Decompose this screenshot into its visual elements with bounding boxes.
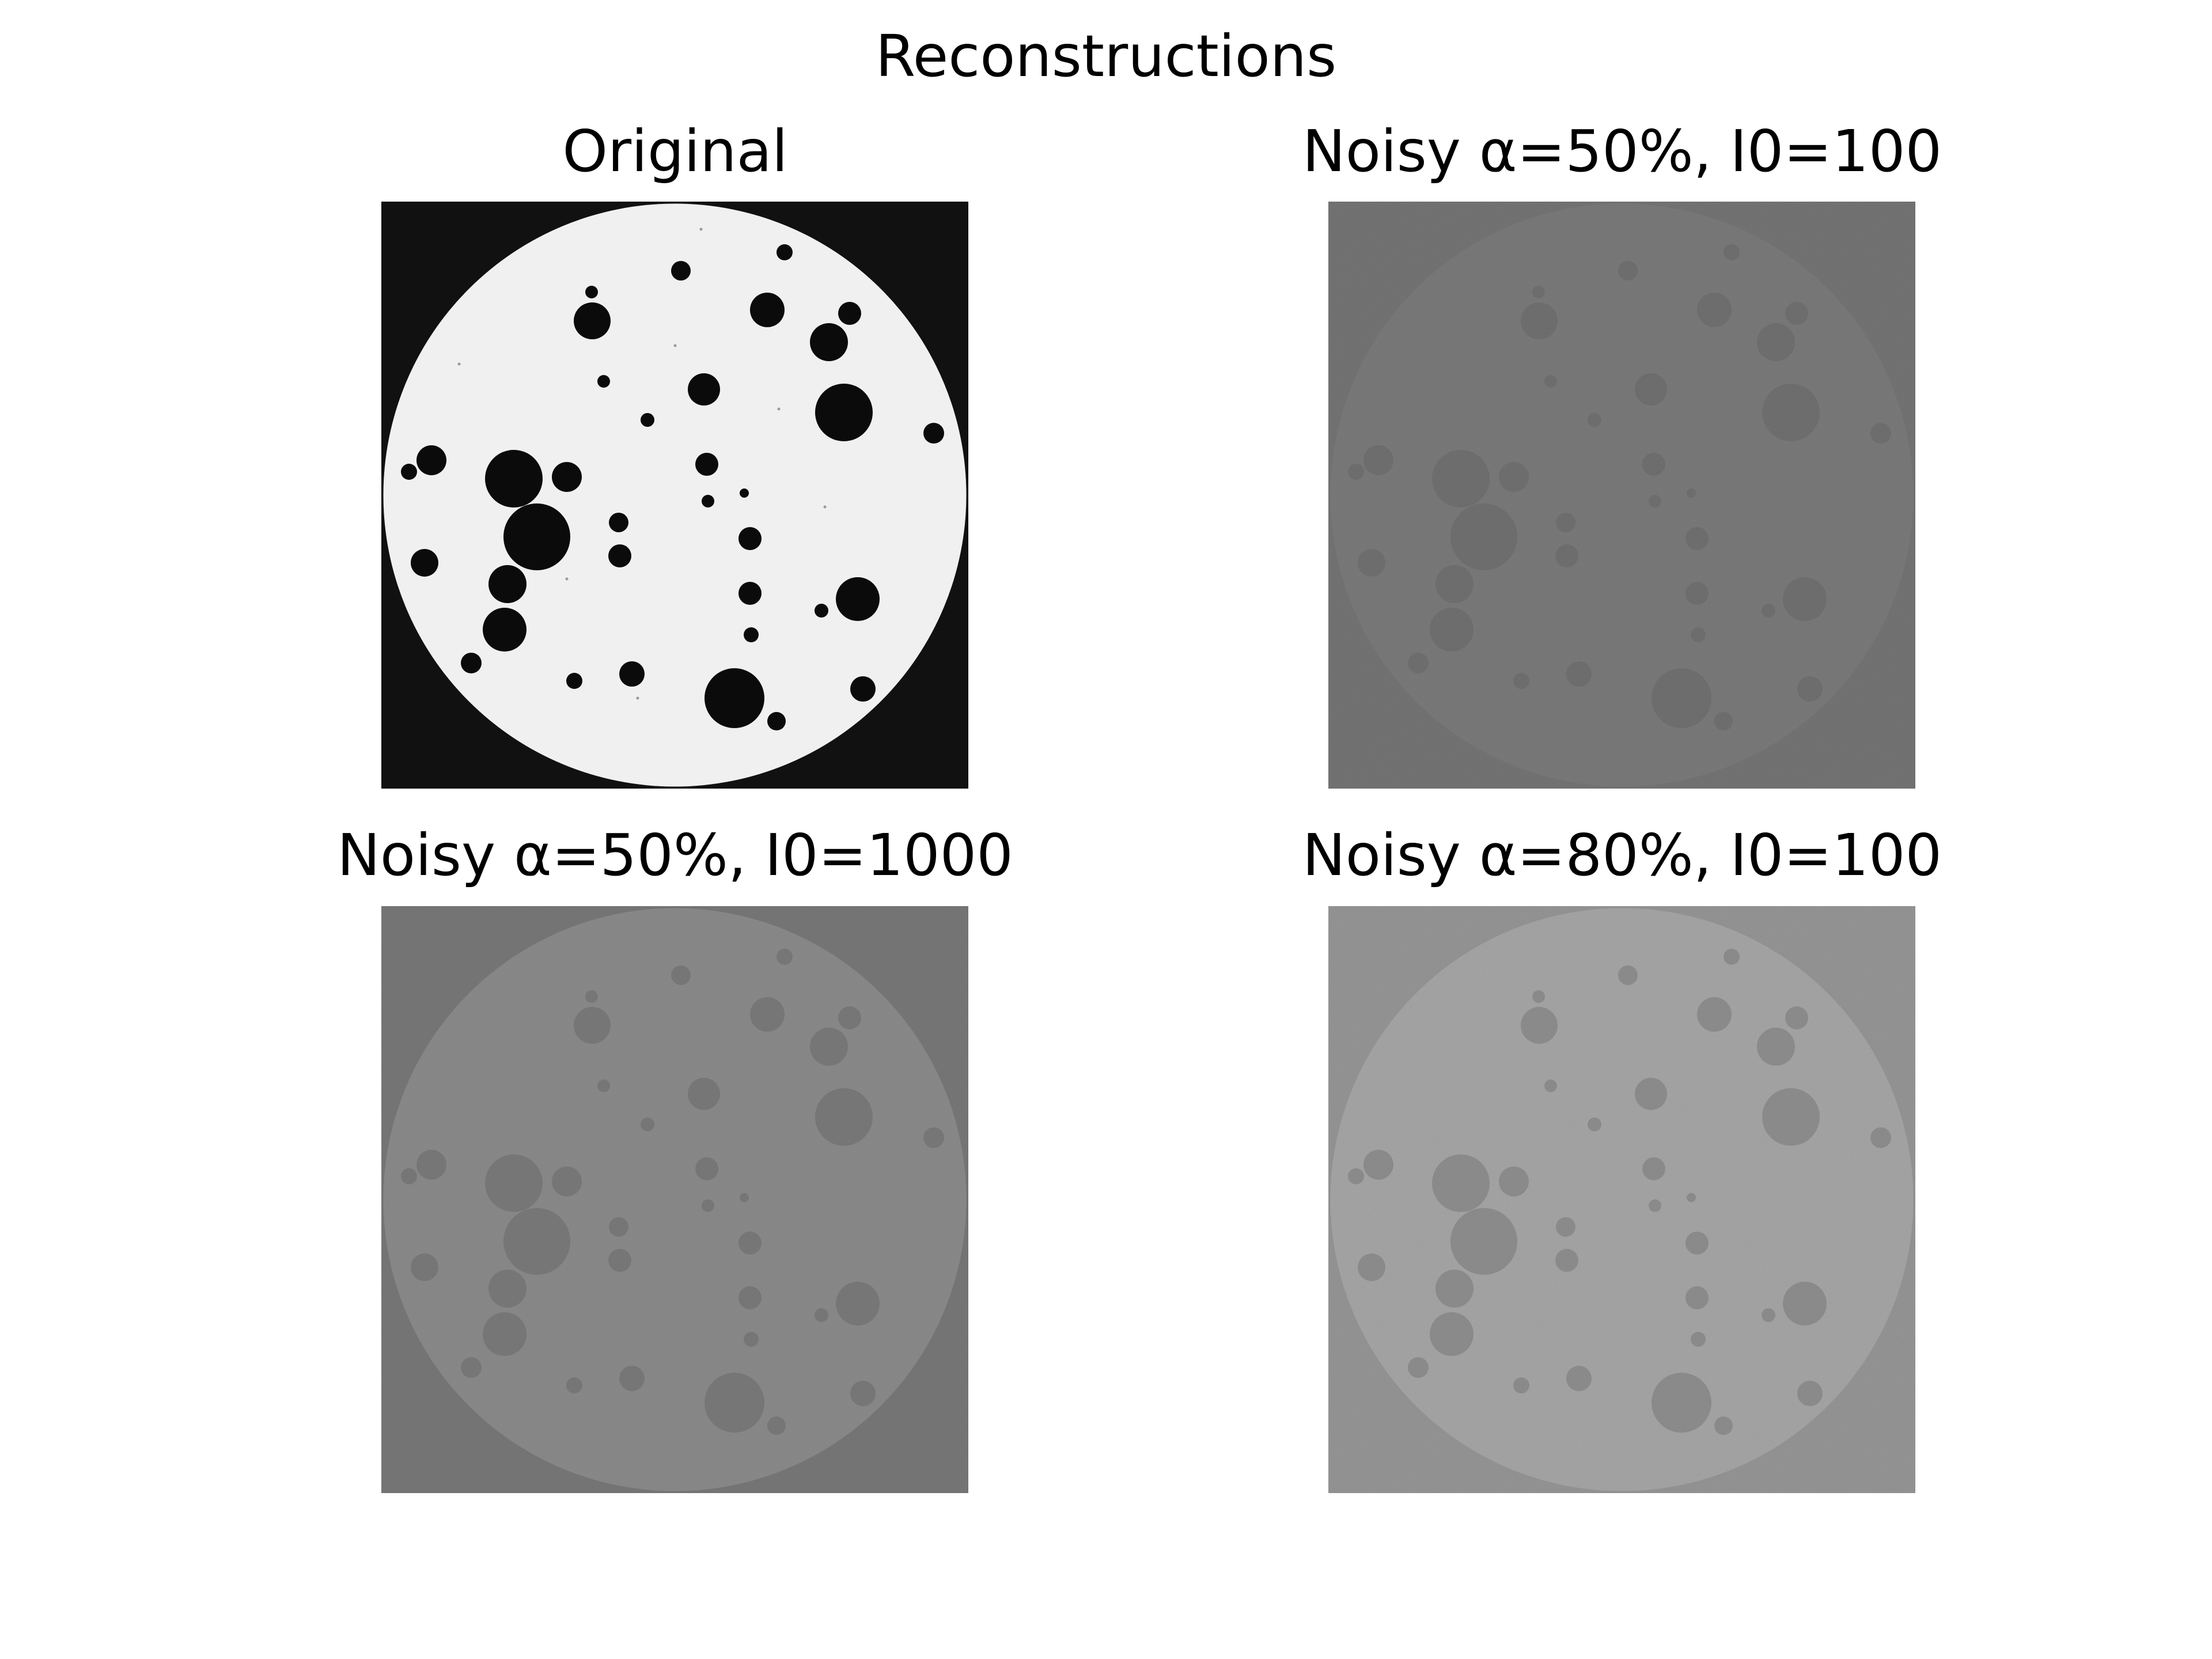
phantom-hole	[838, 302, 861, 325]
phantom-hole	[411, 549, 438, 577]
phantom-hole	[483, 608, 527, 652]
phantom-hole	[850, 676, 876, 702]
phantom-hole	[552, 462, 582, 492]
reconstruction-image-noisy-a50-i1000	[381, 906, 968, 1493]
phantom-speck	[673, 344, 677, 347]
phantom-hole	[810, 323, 848, 361]
phantom-hole	[566, 673, 582, 689]
phantom-hole	[777, 244, 793, 260]
phantom-hole	[836, 577, 880, 621]
phantom-hole	[815, 384, 873, 441]
panel-title-noisy-a50-i1000: Noisy α=50%, I0=1000	[337, 821, 1013, 889]
phantom-hole	[641, 413, 654, 427]
phantom-hole	[503, 503, 570, 570]
phantom-hole	[619, 661, 645, 687]
phantom-speck	[636, 696, 639, 700]
phantom-hole	[585, 286, 598, 298]
phantom-speck	[823, 505, 827, 509]
phantom-hole	[608, 544, 631, 567]
phantom-hole	[744, 627, 759, 642]
phantom-hole	[488, 565, 527, 603]
phantom-disc	[383, 203, 967, 787]
phantom-hole	[574, 302, 611, 339]
phantom-speck	[457, 362, 461, 366]
phantom-hole	[923, 423, 944, 444]
phantom-hole	[485, 450, 543, 507]
phantom-hole	[702, 495, 714, 507]
phantom-hole	[401, 464, 417, 480]
phantom-speck	[565, 577, 569, 581]
phantom-hole	[695, 453, 718, 476]
reconstruction-image-original	[381, 202, 968, 789]
phantom-hole	[671, 261, 691, 281]
panel-title-noisy-a50-i100: Noisy α=50%, I0=100	[1302, 118, 1942, 185]
phantom-hole	[704, 668, 764, 728]
phantom-hole	[609, 513, 628, 532]
panel-title-original: Original	[562, 118, 788, 185]
phantom-hole	[738, 582, 762, 605]
phantom-hole	[416, 445, 446, 475]
phantom-hole	[750, 293, 785, 327]
phantom-speck	[777, 407, 781, 411]
phantom-hole	[740, 488, 749, 498]
reconstruction-image-noisy-a50-i100	[1328, 202, 1915, 789]
phantom-hole	[597, 375, 610, 388]
noise-overlay	[1328, 906, 1915, 1493]
phantom-hole	[738, 527, 762, 550]
phantom-hole	[461, 653, 482, 673]
phantom-speck	[699, 228, 703, 231]
panel-title-noisy-a80-i100: Noisy α=80%, I0=100	[1302, 821, 1942, 889]
reconstruction-image-noisy-a80-i100	[1328, 906, 1915, 1493]
noise-overlay	[381, 906, 968, 1493]
phantom-hole	[767, 712, 786, 730]
phantom-hole	[688, 373, 720, 406]
figure-title: Reconstructions	[875, 22, 1337, 90]
noise-overlay	[1328, 202, 1915, 789]
phantom-hole	[815, 604, 828, 618]
